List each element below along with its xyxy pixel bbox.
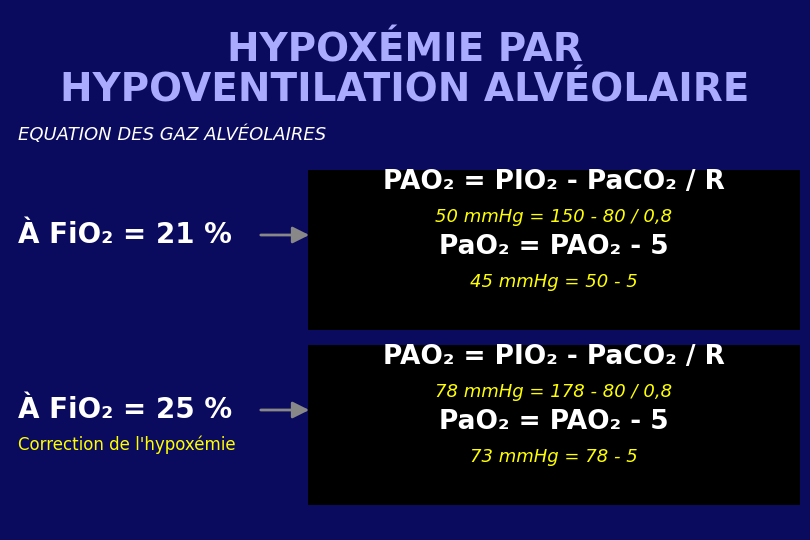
- Text: 78 mmHg = 178 - 80 / 0,8: 78 mmHg = 178 - 80 / 0,8: [436, 383, 672, 401]
- Text: PAO₂ = PIO₂ - PaCO₂ / R: PAO₂ = PIO₂ - PaCO₂ / R: [383, 344, 725, 370]
- Text: EQUATION DES GAZ ALVÉOLAIRES: EQUATION DES GAZ ALVÉOLAIRES: [18, 126, 326, 144]
- Text: PaO₂ = PAO₂ - 5: PaO₂ = PAO₂ - 5: [439, 409, 669, 435]
- Text: 73 mmHg = 78 - 5: 73 mmHg = 78 - 5: [470, 448, 638, 466]
- Text: 50 mmHg = 150 - 80 / 0,8: 50 mmHg = 150 - 80 / 0,8: [436, 208, 672, 226]
- Text: PAO₂ = PIO₂ - PaCO₂ / R: PAO₂ = PIO₂ - PaCO₂ / R: [383, 169, 725, 195]
- Text: Correction de l'hypoxémie: Correction de l'hypoxémie: [18, 436, 236, 454]
- Text: À FiO₂ = 21 %: À FiO₂ = 21 %: [18, 221, 232, 249]
- Text: HYPOVENTILATION ALVÉOLAIRE: HYPOVENTILATION ALVÉOLAIRE: [60, 71, 750, 109]
- Text: 45 mmHg = 50 - 5: 45 mmHg = 50 - 5: [470, 273, 638, 291]
- Bar: [308, 170, 800, 330]
- Text: À FiO₂ = 25 %: À FiO₂ = 25 %: [18, 396, 232, 424]
- Text: PaO₂ = PAO₂ - 5: PaO₂ = PAO₂ - 5: [439, 234, 669, 260]
- Bar: [308, 345, 800, 505]
- Text: HYPOXÉMIE PAR: HYPOXÉMIE PAR: [227, 31, 583, 69]
